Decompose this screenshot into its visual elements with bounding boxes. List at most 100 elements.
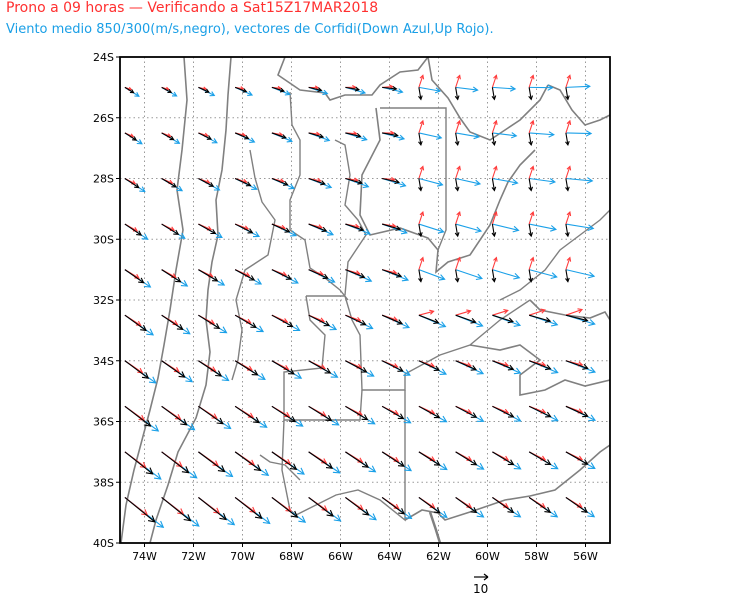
mean-wind-vector — [161, 178, 177, 188]
mean-wind-vector — [381, 451, 405, 467]
mean-wind-vector — [308, 132, 325, 139]
lon-tick-label: 66W — [328, 550, 353, 563]
lon-tick-label: 60W — [475, 550, 500, 563]
corfidi-down-vector — [418, 132, 443, 140]
mean-wind-vector — [234, 451, 262, 472]
mean-wind-vector — [308, 497, 334, 517]
mean-wind-vector — [198, 86, 210, 93]
coast-argentina-south — [428, 511, 442, 543]
corfidi-up-vector — [528, 256, 535, 270]
mean-wind-vector — [381, 496, 406, 515]
corfidi-up-vector — [455, 119, 461, 134]
mean-wind-vector — [271, 223, 291, 233]
mean-wind-vector — [161, 223, 180, 235]
corfidi-up-vector — [492, 308, 509, 316]
axis-ticks: 24S 26S 28S 30S 32S 34S 36S 38S 40S 74W 72W 70W 68W 6… — [93, 51, 598, 563]
mean-wind-vector — [124, 405, 152, 427]
mean-wind-vector — [454, 223, 460, 238]
mean-wind-vector — [528, 132, 534, 147]
coast-rio-de-la-plata — [469, 344, 610, 396]
mean-wind-vector — [382, 132, 399, 138]
corfidi-down-vector — [455, 269, 483, 281]
mean-wind-vector — [528, 314, 552, 323]
mean-wind-vector — [381, 223, 402, 231]
lon-tick-label: 64W — [377, 550, 402, 563]
mean-wind-vector — [198, 178, 215, 187]
reference-label: 10 — [473, 582, 488, 596]
mean-wind-vector — [491, 223, 497, 238]
corfidi-down-vector — [492, 177, 519, 186]
border-province-6 — [281, 390, 406, 522]
corfidi-up-vector — [565, 119, 572, 134]
mean-wind-vector — [198, 405, 224, 425]
map-title: Prono a 09 horas — Verificando a Sat15Z1… — [6, 0, 379, 16]
lat-tick-label: 38S — [93, 476, 114, 489]
mean-wind-vector — [565, 87, 570, 101]
corfidi-down-vector — [529, 84, 554, 91]
mean-wind-vector — [124, 223, 143, 236]
mean-wind-vector — [381, 314, 404, 325]
mean-wind-vector — [491, 178, 497, 192]
corfidi-down-vector — [492, 223, 520, 233]
mean-wind-vector — [565, 178, 570, 192]
lat-tick-label: 30S — [93, 233, 114, 246]
border-uruguay — [499, 209, 610, 301]
corfidi-up-vector — [455, 256, 461, 270]
coast-chile — [120, 57, 188, 543]
coast-atlantic — [529, 84, 610, 321]
mean-wind-vector — [308, 451, 334, 469]
corfidi-down-vector — [529, 269, 558, 280]
mean-wind-vector — [345, 496, 370, 516]
mean-wind-vector — [124, 451, 154, 475]
mean-wind-vector — [418, 87, 423, 101]
mean-wind-vector — [565, 496, 589, 513]
mean-wind-vector — [382, 177, 401, 185]
lon-tick-label: 58W — [524, 550, 549, 563]
corfidi-down-vector — [565, 177, 594, 184]
corfidi-up-vector — [418, 119, 425, 134]
corfidi-down-vector — [492, 269, 521, 280]
mean-wind-vector — [124, 360, 150, 379]
mean-wind-vector — [381, 269, 403, 278]
corfidi-up-vector — [528, 308, 546, 316]
corfidi-up-vector — [455, 74, 461, 88]
mean-wind-vector — [565, 451, 589, 465]
mean-wind-vector — [381, 360, 404, 372]
mean-wind-vector — [418, 360, 441, 372]
corfidi-up-vector — [418, 211, 425, 225]
mean-wind-vector — [234, 405, 261, 424]
mean-wind-vector — [492, 405, 515, 418]
mean-wind-vector — [124, 178, 140, 189]
corfidi-down-vector — [565, 83, 591, 90]
mean-wind-vector — [124, 86, 135, 94]
lon-tick-label: 62W — [426, 550, 451, 563]
mean-wind-vector — [565, 223, 570, 238]
corfidi-up-vector — [455, 211, 461, 225]
corfidi-up-vector — [565, 308, 584, 316]
mean-wind-vector — [382, 86, 398, 92]
lon-tick-label: 72W — [181, 550, 206, 563]
mean-wind-vector — [234, 314, 257, 328]
mean-wind-vector — [124, 269, 145, 284]
corfidi-up-vector — [418, 309, 435, 316]
mean-wind-vector — [161, 360, 186, 378]
mean-wind-vector — [345, 314, 367, 326]
mean-wind-vector — [345, 451, 370, 468]
mean-wind-vector — [345, 132, 362, 139]
mean-wind-vector — [161, 269, 182, 283]
corfidi-down-vector — [529, 177, 557, 185]
mean-wind-vector — [234, 132, 250, 140]
mean-wind-vector — [198, 451, 226, 473]
mean-wind-vector — [528, 451, 552, 465]
corfidi-up-vector — [528, 211, 535, 225]
mean-wind-vector — [345, 269, 366, 279]
mean-wind-vector — [528, 405, 552, 418]
lon-tick-label: 70W — [230, 550, 255, 563]
mean-wind-vector — [565, 314, 589, 323]
mean-wind-vector — [271, 405, 297, 423]
mean-wind-vector — [528, 269, 534, 283]
mean-wind-vector — [418, 496, 441, 514]
mean-wind-vector — [308, 86, 323, 93]
lat-tick-label: 36S — [93, 416, 114, 429]
